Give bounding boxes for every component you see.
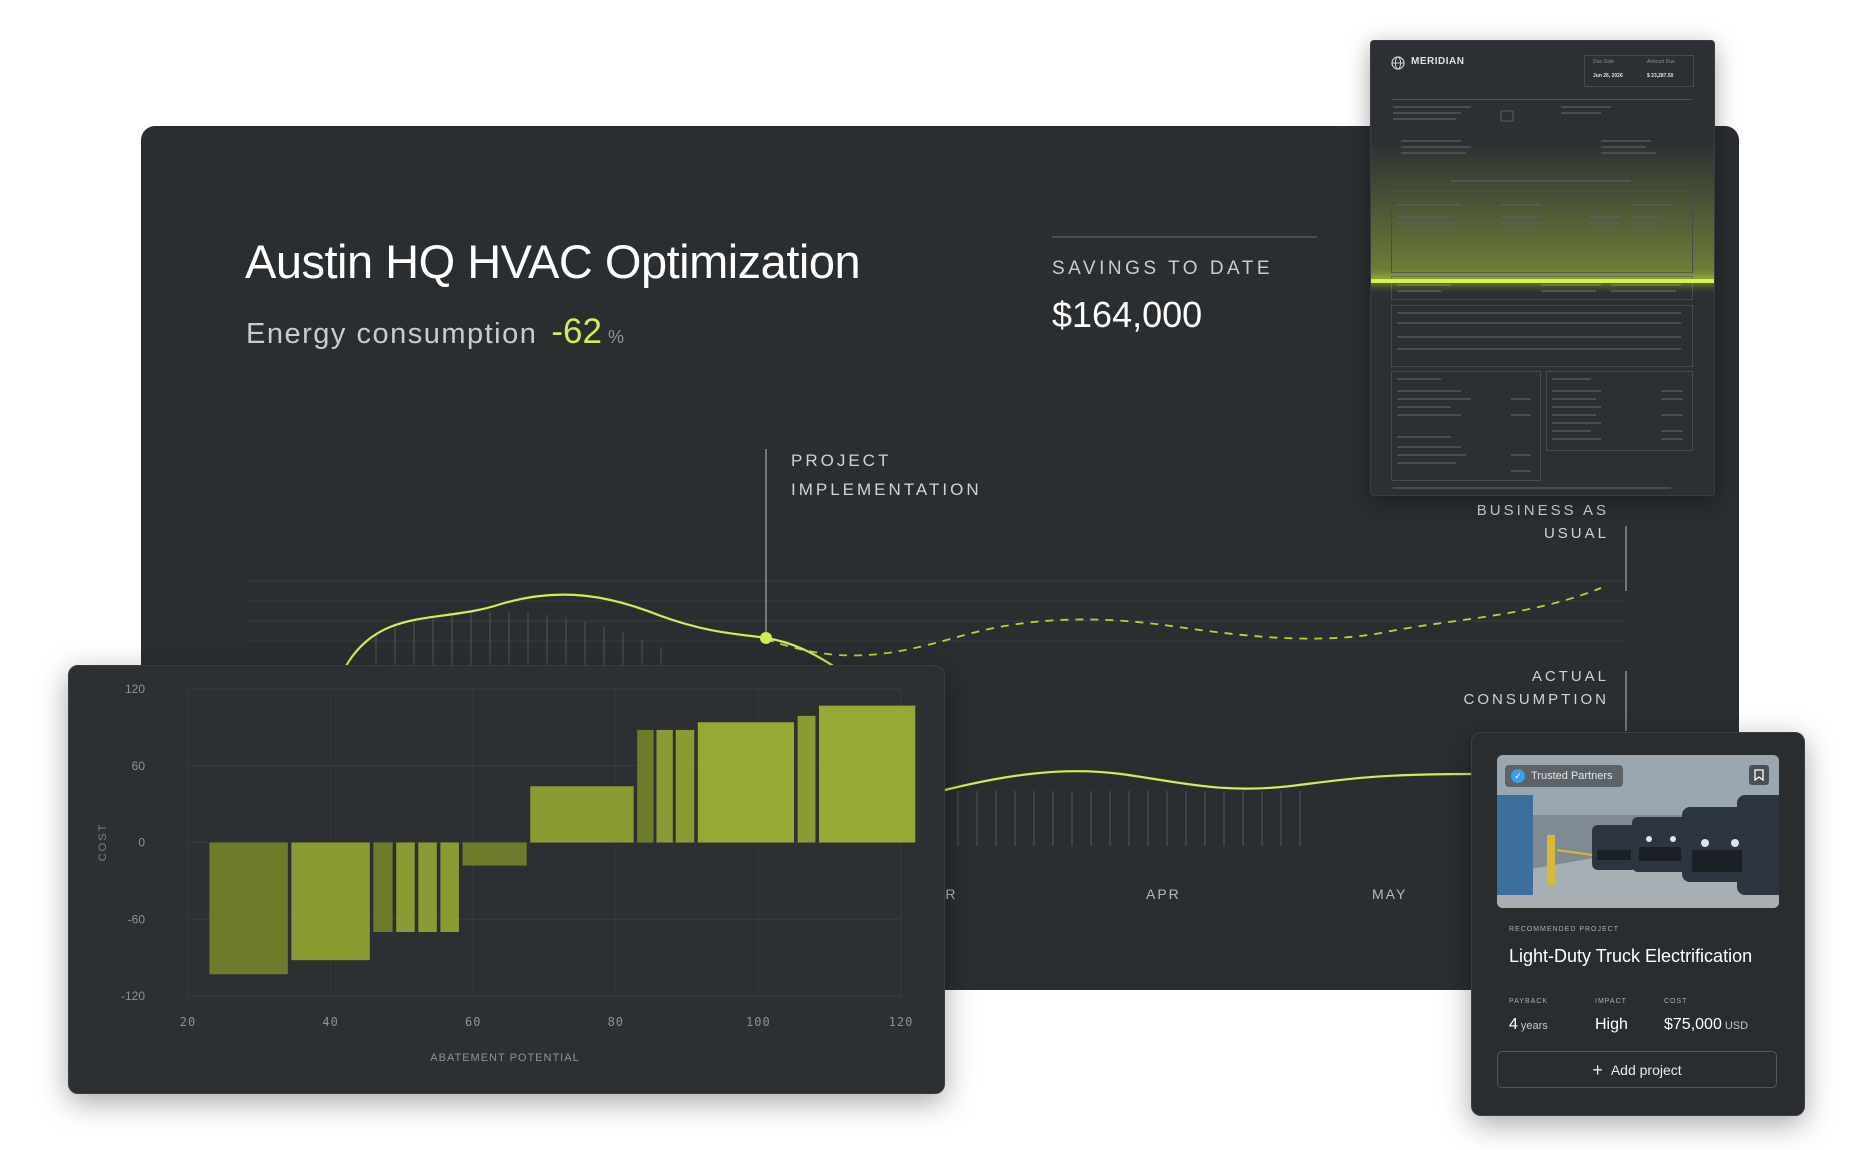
scan-line bbox=[1371, 279, 1714, 283]
cost-bar bbox=[291, 842, 370, 961]
payback-label: PAYBACK bbox=[1509, 998, 1549, 1005]
implementation-point bbox=[760, 632, 772, 644]
metric-unit: % bbox=[607, 327, 624, 347]
business-as-usual-line bbox=[765, 587, 1602, 657]
x-tick-label: 120 bbox=[889, 1015, 914, 1029]
implementation-label: PROJECT IMPLEMENTATION bbox=[791, 446, 982, 504]
scan-glow bbox=[1371, 141, 1714, 281]
marginal-abatement-cost-chart: 120 60 0 -60 -120 20 40 60 80 100 120 ABATEMENT POT… bbox=[97, 682, 916, 1064]
implementation-label-line-1: PROJECT bbox=[791, 451, 892, 470]
invoice-meter-table bbox=[1391, 305, 1693, 367]
cost-bar bbox=[418, 842, 437, 933]
invoice-brand: MERIDIAN bbox=[1411, 56, 1465, 67]
trusted-partners-badge: ✓ Trusted Partners bbox=[1505, 765, 1623, 787]
savings-divider bbox=[1052, 236, 1317, 238]
bookmark-icon bbox=[1754, 769, 1764, 781]
cost-label: COST bbox=[1664, 998, 1688, 1005]
marginal-abatement-cost-panel: 120 60 0 -60 -120 20 40 60 80 100 120 ABATEMENT POT… bbox=[68, 665, 945, 1094]
add-project-label: Add project bbox=[1610, 1061, 1682, 1078]
badge-label: Trusted Partners bbox=[1531, 770, 1613, 782]
actual-label-line-1: ACTUAL bbox=[1531, 668, 1609, 685]
metric-label: Energy consumption bbox=[246, 318, 538, 350]
energy-consumption-metric: Energy consumption -62% bbox=[246, 312, 624, 352]
electric-trucks-illustration bbox=[1497, 755, 1779, 908]
cost-bar bbox=[462, 842, 527, 866]
actual-consumption-line-lower bbox=[940, 770, 1472, 793]
x-tick-label: 100 bbox=[746, 1015, 771, 1029]
cost-bar bbox=[637, 729, 654, 843]
invoice-rule bbox=[1391, 99, 1691, 100]
actual-consumption-line bbox=[345, 593, 842, 672]
payback-value: 4 years bbox=[1509, 1016, 1548, 1034]
x-tick-label: 40 bbox=[322, 1015, 338, 1029]
cost-bar bbox=[697, 722, 795, 843]
y-tick-label: 60 bbox=[132, 759, 146, 773]
globe-icon bbox=[1391, 56, 1405, 70]
project-title: Austin HQ HVAC Optimization bbox=[245, 235, 861, 288]
impact-label: IMPACT bbox=[1595, 998, 1627, 1005]
cost-unit: USD bbox=[1724, 1020, 1749, 1032]
cost-bar bbox=[675, 729, 695, 843]
y-tick-label: -60 bbox=[128, 912, 146, 926]
invoice-text-lines bbox=[1393, 106, 1683, 489]
x-tick-label: 20 bbox=[180, 1015, 196, 1029]
recommended-project-card[interactable]: ✓ Trusted Partners RECOMMENDED PROJECT L… bbox=[1471, 732, 1805, 1116]
invoice-due-box bbox=[1584, 55, 1694, 87]
cost-bar bbox=[797, 715, 816, 843]
cost-bar bbox=[656, 729, 673, 843]
due-date-label: Due Date bbox=[1593, 59, 1615, 65]
x-axis-label: ABATEMENT POTENTIAL bbox=[430, 1052, 579, 1064]
implementation-label-line-2: IMPLEMENTATION bbox=[791, 480, 982, 499]
month-label: MAY bbox=[1372, 886, 1408, 902]
invoice-payment-box bbox=[1391, 276, 1693, 300]
bau-label-line-1: BUSINESS AS bbox=[1476, 502, 1609, 519]
card-title: Light-Duty Truck Electrification bbox=[1509, 946, 1753, 966]
project-photo: ✓ Trusted Partners bbox=[1497, 755, 1779, 908]
utility-invoice-document: MERIDIAN Due Date Amount Due Jun 26, 202… bbox=[1370, 40, 1715, 496]
cost-bar bbox=[530, 786, 634, 843]
impact-value: High bbox=[1595, 1016, 1628, 1033]
amount-due-label: Amount Due bbox=[1647, 59, 1675, 65]
actual-label: ACTUAL CONSUMPTION bbox=[1464, 665, 1610, 711]
x-tick-label: 80 bbox=[608, 1015, 624, 1029]
cost-bar bbox=[819, 705, 916, 843]
add-project-button[interactable]: + Add project bbox=[1497, 1051, 1777, 1088]
y-axis-label: COST bbox=[97, 823, 109, 862]
month-label: APR bbox=[1146, 886, 1181, 902]
bau-label: BUSINESS AS USUAL bbox=[1477, 499, 1609, 545]
cost-value: $75,000 USD bbox=[1664, 1016, 1748, 1034]
y-tick-label: -120 bbox=[121, 989, 145, 1003]
savings-value: $164,000 bbox=[1052, 294, 1203, 335]
cost-number: $75,000 bbox=[1664, 1016, 1722, 1033]
cost-bar bbox=[396, 842, 415, 933]
plus-icon: + bbox=[1592, 1059, 1603, 1080]
invoice-charges-box bbox=[1391, 371, 1541, 481]
payback-number: 4 bbox=[1509, 1016, 1518, 1033]
cost-bar bbox=[209, 842, 288, 975]
payback-unit: years bbox=[1520, 1020, 1548, 1032]
invoice-service-table bbox=[1391, 197, 1693, 273]
card-kicker: RECOMMENDED PROJECT bbox=[1509, 926, 1620, 933]
actual-label-line-2: CONSUMPTION bbox=[1463, 691, 1609, 708]
bau-label-line-2: USUAL bbox=[1543, 525, 1609, 542]
cost-bar bbox=[373, 842, 393, 933]
x-tick-label: 60 bbox=[465, 1015, 481, 1029]
y-tick-label: 0 bbox=[138, 836, 145, 850]
amount-due: $ 23,287.50 bbox=[1647, 73, 1674, 79]
savings-label: SAVINGS TO DATE bbox=[1052, 258, 1274, 279]
cost-bar bbox=[440, 842, 459, 933]
y-tick-label: 120 bbox=[125, 682, 145, 696]
verified-check-icon: ✓ bbox=[1511, 769, 1525, 783]
bookmark-button[interactable] bbox=[1749, 765, 1769, 785]
metric-value: -62 bbox=[551, 312, 602, 351]
invoice-rule bbox=[1391, 191, 1691, 192]
invoice-billing-box bbox=[1546, 371, 1693, 451]
due-date: Jun 26, 2026 bbox=[1593, 73, 1623, 79]
